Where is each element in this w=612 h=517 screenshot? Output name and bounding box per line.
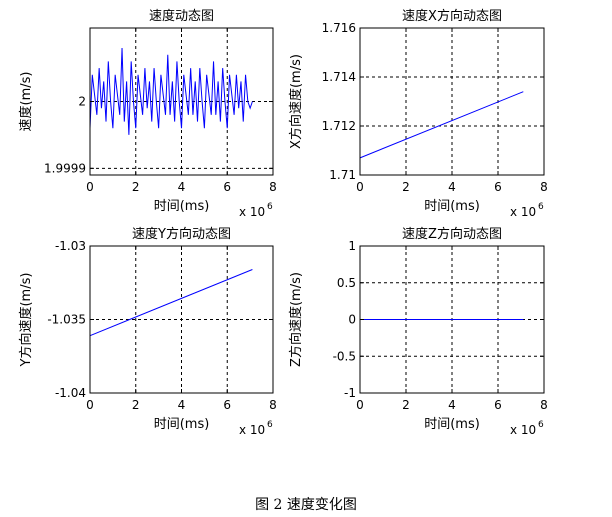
y-tick-label: 1.9999	[44, 161, 86, 175]
x-tick-label: 2	[402, 398, 410, 412]
x-tick-label: 4	[448, 180, 456, 194]
x-exponent-label: x 10	[510, 205, 536, 219]
series-line-1	[359, 91, 524, 159]
y-tick-label: 0	[348, 313, 356, 327]
y-tick-label: -1.035	[47, 313, 86, 327]
x-tick-label: 6	[494, 180, 502, 194]
x-tick-label: 0	[356, 180, 364, 194]
x-tick-label: 2	[132, 398, 140, 412]
chart-title: 速度Y方向动态图	[132, 226, 231, 242]
y-tick-label: -1.03	[55, 239, 86, 253]
x-exponent-power: 6	[538, 420, 544, 430]
series-line-1	[89, 269, 253, 337]
x-tick-label: 0	[86, 180, 94, 194]
x-tick-label: 4	[178, 398, 186, 412]
chart-title: 速度X方向动态图	[402, 8, 502, 24]
y-tick-label: 0.5	[337, 276, 356, 290]
x-exponent-power: 6	[538, 202, 544, 212]
y-tick-label: 2	[78, 95, 86, 109]
y-tick-label: 1.714	[322, 70, 356, 84]
y-tick-label: 1	[348, 239, 356, 253]
x-exponent-power: 6	[267, 420, 273, 430]
x-tick-label: 6	[223, 180, 231, 194]
x-tick-label: 8	[269, 180, 277, 194]
x-tick-label: 8	[540, 398, 548, 412]
x-axis-label: 时间(ms)	[424, 417, 480, 432]
x-axis-label: 时间(ms)	[154, 417, 210, 432]
y-tick-label: -1.04	[55, 386, 86, 400]
y-tick-label: 1.716	[322, 21, 356, 35]
x-axis-label: 时间(ms)	[424, 199, 480, 214]
y-tick-label: -1	[344, 386, 356, 400]
series-line-1	[89, 48, 253, 135]
chart-title: 速度Z方向动态图	[402, 226, 502, 242]
x-tick-label: 6	[223, 398, 231, 412]
x-tick-label: 8	[269, 398, 277, 412]
x-tick-label: 4	[178, 180, 186, 194]
x-exponent-label: x 10	[510, 423, 536, 437]
x-tick-label: 6	[494, 398, 502, 412]
y-tick-label: 1.71	[329, 168, 356, 182]
y-axis-label: Z方向速度(m/s)	[288, 272, 304, 367]
x-tick-label: 2	[402, 180, 410, 194]
x-exponent-label: x 10	[239, 205, 265, 219]
x-tick-label: 0	[356, 398, 364, 412]
x-tick-label: 4	[448, 398, 456, 412]
x-exponent-power: 6	[267, 202, 273, 212]
x-axis-label: 时间(ms)	[154, 199, 210, 214]
y-tick-label: 1.712	[322, 119, 356, 133]
x-tick-label: 2	[132, 180, 140, 194]
y-axis-label: Y方向速度(m/s)	[18, 273, 34, 368]
y-tick-label: -0.5	[333, 349, 356, 363]
figure-caption: 图 2 速度变化图	[255, 497, 357, 513]
chart-title: 速度动态图	[149, 8, 214, 24]
x-exponent-label: x 10	[239, 423, 265, 437]
x-tick-label: 8	[540, 180, 548, 194]
x-tick-label: 0	[86, 398, 94, 412]
y-axis-label: X方向速度(m/s)	[288, 54, 304, 149]
y-axis-label: 速度(m/s)	[18, 72, 34, 132]
